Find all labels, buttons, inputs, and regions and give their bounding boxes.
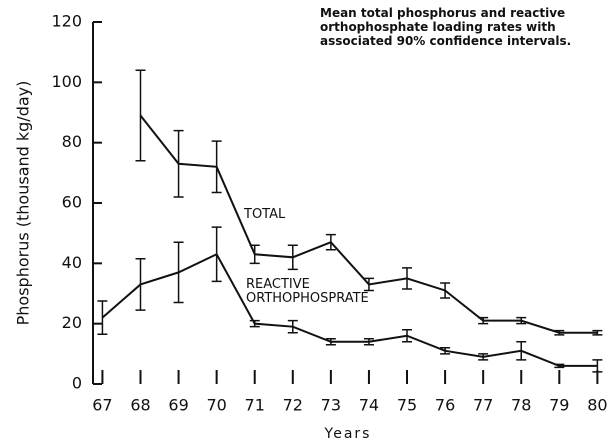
x-tick-label: 78 bbox=[511, 396, 531, 415]
y-tick-label: 0 bbox=[72, 374, 82, 393]
y-tick-label: 60 bbox=[62, 193, 82, 212]
error-bar bbox=[402, 328, 413, 343]
error-bar bbox=[173, 241, 184, 304]
x-tick-label: 67 bbox=[92, 396, 112, 415]
error-bar bbox=[135, 258, 146, 311]
error-bar bbox=[592, 359, 603, 373]
y-tick-label: 40 bbox=[62, 253, 82, 272]
y-axis-label: Phosphorus (thousand kg/day) bbox=[14, 81, 33, 326]
error-bar bbox=[249, 319, 260, 328]
x-tick-label: 79 bbox=[549, 396, 569, 415]
error-bar bbox=[287, 244, 298, 271]
error-bar bbox=[478, 316, 489, 325]
x-tick-label: 76 bbox=[435, 396, 455, 415]
x-tick-label: 75 bbox=[397, 396, 417, 415]
x-tick-label: 70 bbox=[206, 396, 226, 415]
error-bar bbox=[440, 282, 451, 299]
error-bar bbox=[478, 353, 489, 361]
error-bar bbox=[325, 338, 336, 346]
error-bar bbox=[97, 300, 108, 335]
x-axis-label: Years bbox=[324, 426, 372, 442]
error-bar bbox=[173, 129, 184, 198]
error-bar bbox=[249, 244, 260, 265]
y-tick-label: 80 bbox=[62, 132, 82, 151]
error-bar bbox=[287, 319, 298, 334]
error-bar bbox=[516, 316, 527, 325]
x-tick-label: 73 bbox=[321, 396, 341, 415]
x-tick-label: 69 bbox=[168, 396, 188, 415]
error-bar bbox=[554, 329, 565, 336]
x-tick-label: 68 bbox=[130, 396, 150, 415]
error-bar bbox=[554, 363, 565, 369]
x-tick-label: 71 bbox=[245, 396, 265, 415]
series-label: TOTAL bbox=[244, 207, 286, 222]
x-tick-label: 80 bbox=[587, 396, 607, 415]
error-bar bbox=[211, 140, 222, 194]
error-bar bbox=[135, 69, 146, 162]
series-label: REACTIVE ORTHOPHOSPRATE bbox=[246, 277, 369, 306]
error-bar bbox=[211, 226, 222, 283]
error-bar bbox=[440, 347, 451, 355]
error-bar bbox=[402, 267, 413, 290]
error-bar bbox=[592, 329, 603, 336]
series-line bbox=[101, 252, 598, 367]
error-bar bbox=[363, 277, 374, 292]
x-tick-label: 77 bbox=[473, 396, 493, 415]
error-bar bbox=[516, 341, 527, 361]
chart-title: Mean total phosphorus and reactive ortho… bbox=[320, 6, 572, 48]
y-tick-label: 100 bbox=[51, 72, 82, 91]
error-bar bbox=[363, 338, 374, 346]
x-tick-label: 72 bbox=[283, 396, 303, 415]
y-tick-label: 120 bbox=[51, 12, 82, 31]
y-tick-label: 20 bbox=[62, 313, 82, 332]
error-bar bbox=[325, 233, 336, 251]
x-tick-label: 74 bbox=[359, 396, 379, 415]
